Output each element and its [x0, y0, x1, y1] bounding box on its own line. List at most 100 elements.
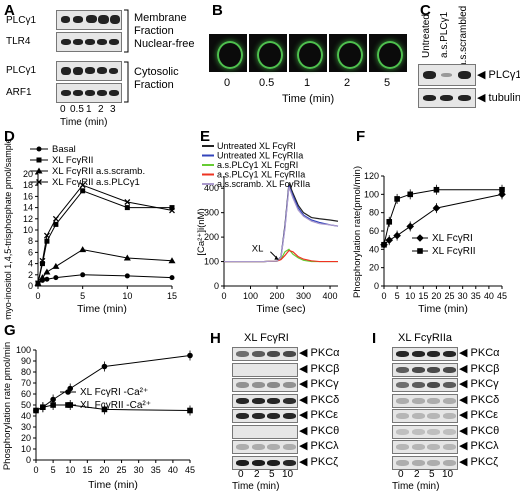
data-point: [386, 219, 393, 225]
panel-label-c: C: [420, 2, 431, 19]
y-tick-label: 100: [16, 345, 31, 355]
band: [236, 459, 249, 466]
fraction-brackets: [124, 9, 129, 103]
x-tick-label: 0: [221, 291, 226, 301]
blot-title: XL FcγRI: [244, 332, 289, 344]
time-tick: 10: [442, 469, 454, 480]
pkc-isoform-label: ◀ PKCα: [459, 347, 500, 359]
band: [396, 397, 409, 404]
y-tick-label: 300: [204, 208, 219, 218]
pkc-isoform-label: ◀ PKCθ: [459, 424, 500, 437]
pkc-blots-h: [232, 347, 298, 475]
y-tick-label: 0: [214, 281, 219, 291]
data-point: [52, 262, 60, 269]
panel-label-b: B: [212, 2, 223, 19]
x-tick-label: 25: [117, 465, 127, 475]
series-line: [224, 186, 339, 263]
band: [282, 397, 296, 404]
pkc-blot-strip: [232, 409, 298, 423]
data-point: [169, 205, 175, 211]
pkc-isoform-label: ◀ PKCα: [299, 347, 340, 359]
data-point: [36, 157, 42, 163]
time-tick: 0.5: [70, 104, 84, 115]
y-tick-label: 90: [21, 356, 31, 366]
y-tick-label: 40: [369, 244, 379, 254]
pkc-isoform-label: ◀ PKCε: [459, 409, 499, 421]
y-tick-label: 30: [21, 422, 31, 432]
band: [442, 366, 456, 373]
y-tick-label: 70: [21, 378, 31, 388]
band: [282, 413, 296, 419]
band: [267, 444, 280, 450]
y-tick-label: 18: [23, 180, 33, 190]
legend-label: XL FcγRI -Ca²⁺: [80, 387, 148, 398]
band: [411, 428, 425, 435]
data-point: [33, 407, 39, 414]
data-point: [65, 389, 71, 395]
legend-label: XL FcγRII -Ca²⁺: [80, 400, 151, 411]
band: [267, 351, 280, 357]
microscopy-image: [209, 34, 247, 72]
x-tick-label: 35: [151, 465, 161, 475]
data-point: [35, 280, 41, 287]
pkc-blot-strip: [392, 378, 458, 392]
y-tick-label: 20: [23, 169, 33, 179]
band: [282, 459, 296, 466]
x-tick-label: 45: [497, 291, 507, 301]
time-tick: 2: [254, 469, 260, 480]
data-point: [406, 222, 415, 231]
blot-c-tubulin: [418, 88, 476, 108]
band: [427, 351, 440, 357]
pkc-blot-strip: [232, 455, 298, 470]
band: [396, 366, 409, 373]
legend-label: XL FcγRI: [432, 233, 473, 244]
data-point: [169, 275, 175, 281]
y-tick-label: 0: [26, 455, 31, 465]
data-point: [44, 276, 50, 282]
data-point: [168, 257, 176, 264]
x-tick-label: 300: [296, 291, 311, 301]
time-tick: 5: [429, 469, 435, 480]
pkc-isoform-label: ◀ PKCζ: [299, 455, 338, 468]
time-tick: 1: [86, 104, 92, 115]
y-tick-label: 0: [28, 281, 33, 291]
pkc-blot-strip: [392, 409, 458, 423]
blot-a-arf1: [56, 83, 122, 103]
y-tick-label: 60: [21, 389, 31, 399]
pkc-isoform-label: ◀ PKCγ: [299, 378, 339, 390]
band: [396, 382, 409, 388]
x-tick-label: 40: [168, 465, 178, 475]
band-label: tubulin: [488, 92, 520, 104]
band: [282, 351, 296, 357]
y-tick-label: 2: [28, 270, 33, 280]
pkc-blot-strip: [232, 362, 298, 377]
pkc-isoform-label: ◀ PKCγ: [459, 378, 499, 390]
band: [411, 351, 425, 357]
fraction-label: Nuclear-free: [134, 38, 195, 50]
pkc-labels-i: ◀ PKCα ◀ PKCβ ◀ PKCγ ◀ PKCδ ◀ PKCε ◀ PKCθ ◀ PK…: [459, 347, 519, 475]
legend-label: Untreated XL FcγRI: [217, 141, 296, 151]
pkc-isoform-label: ◀ PKCβ: [459, 362, 500, 375]
band: [251, 397, 265, 404]
x-tick-label: 5: [80, 291, 85, 301]
band: [267, 382, 280, 388]
chart-g: 0 5 10 15 20 25 30 35 40 450102030405060708090100…: [2, 342, 195, 491]
data-point: [101, 406, 108, 413]
series-line: [383, 189, 502, 245]
pkc-isoform-label: ◀ PKCε: [299, 409, 339, 421]
y-tick-label: 14: [23, 203, 33, 213]
legend-label: a.s.PLCγ1 XL FcgRI: [217, 160, 298, 170]
x-tick-label: 10: [122, 291, 132, 301]
data-point: [169, 207, 175, 214]
x-tick-label: 45: [185, 465, 195, 475]
band: [427, 428, 440, 435]
pkc-isoform-label: ◀ PKCλ: [299, 440, 339, 452]
time-tick: 0: [224, 77, 231, 89]
y-tick-label: 80: [21, 367, 31, 377]
pkc-blot-strip: [392, 393, 458, 408]
microscopy-image: [329, 34, 367, 72]
legend-label: XL FcγRII a.s.scramb.: [52, 166, 145, 177]
panel-label-g: G: [4, 322, 16, 339]
x-tick-label: 30: [458, 291, 468, 301]
